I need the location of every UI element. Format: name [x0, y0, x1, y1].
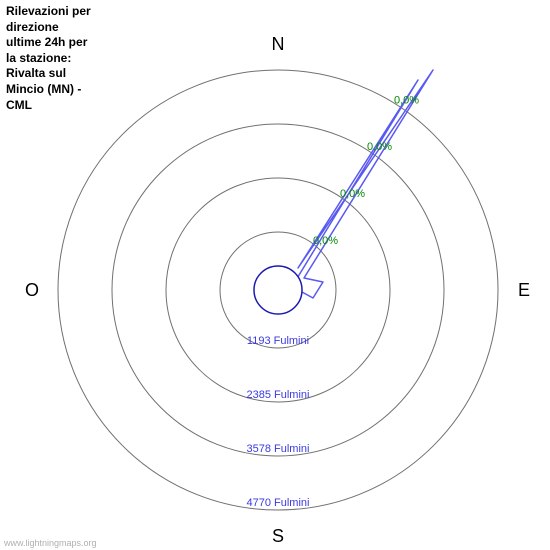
ring-label: 4770 Fulmini — [247, 497, 310, 509]
direction-label: O — [25, 280, 39, 300]
percent-label: 0,0% — [340, 188, 365, 200]
footer-attribution: www.lightningmaps.org — [4, 538, 97, 548]
wind-rose-chart: N E S O 1193 Fulmini 2385 Fulmini 3578 Fulmin… — [0, 0, 550, 550]
ring-label: 3578 Fulmini — [247, 443, 310, 455]
direction-label: E — [518, 280, 530, 300]
percent-label: 0,0% — [394, 94, 419, 106]
ring-label: 2385 Fulmini — [247, 389, 310, 401]
center-circle — [254, 266, 302, 314]
direction-label: N — [272, 34, 285, 54]
percent-label: 0,0% — [313, 235, 338, 247]
ring-label: 1193 Fulmini — [247, 335, 309, 347]
direction-label: S — [272, 526, 284, 546]
percent-label: 0,0% — [367, 141, 392, 153]
